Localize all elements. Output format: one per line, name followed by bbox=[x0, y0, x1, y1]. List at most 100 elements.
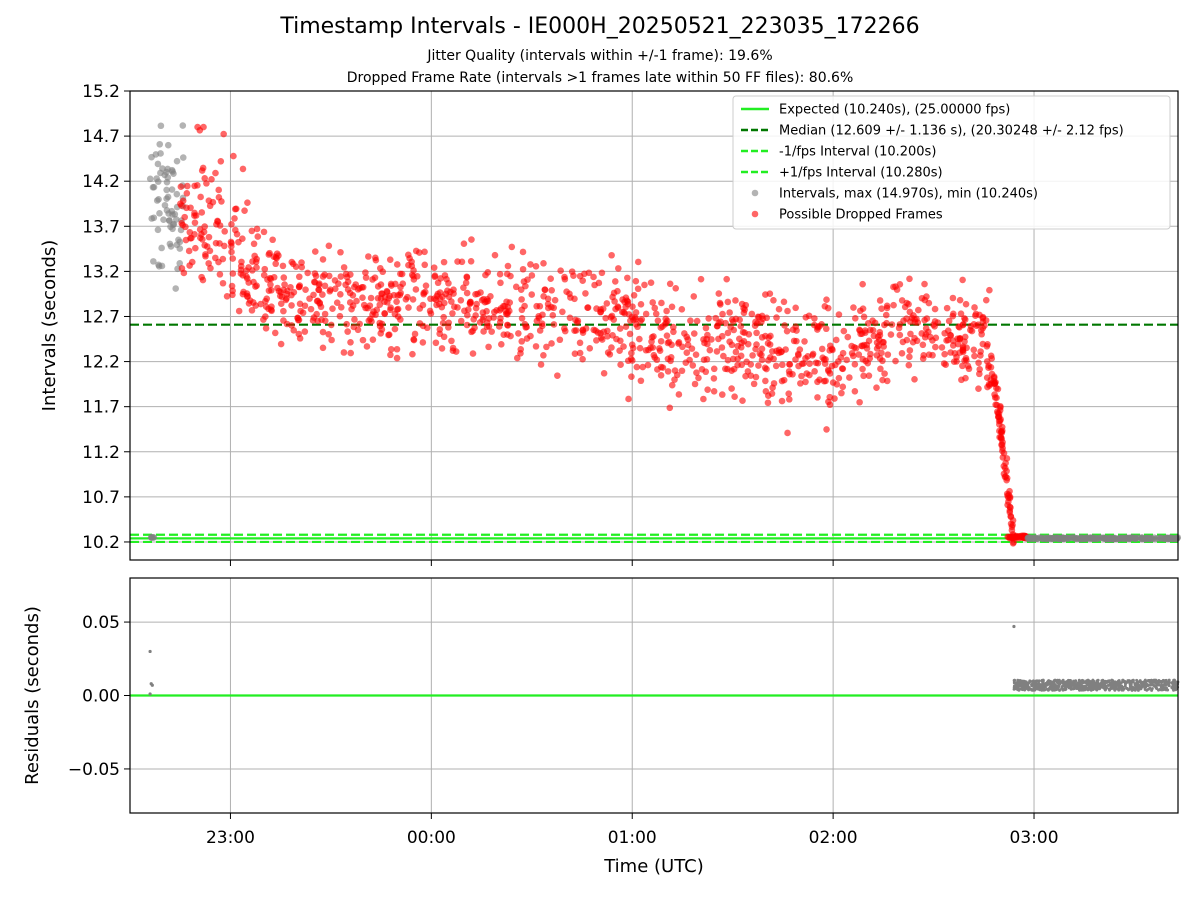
residual-point bbox=[1136, 686, 1140, 690]
dropped-frame-point bbox=[220, 130, 227, 138]
dropped-frame-point bbox=[903, 299, 911, 307]
dropped-frame-point bbox=[582, 290, 589, 297]
dropped-frame-point bbox=[557, 267, 564, 274]
dropped-frame-point bbox=[359, 336, 367, 344]
dropped-frame-point bbox=[780, 376, 788, 384]
dropped-frame-point bbox=[751, 322, 759, 329]
dropped-frame-point bbox=[240, 288, 247, 296]
interval-point bbox=[1087, 534, 1094, 542]
dropped-frame-point bbox=[274, 284, 281, 292]
residual-point bbox=[1160, 684, 1164, 688]
dropped-frame-point bbox=[301, 302, 309, 310]
dropped-frame-point bbox=[602, 314, 610, 322]
interval-point bbox=[164, 165, 171, 173]
dropped-frame-point bbox=[460, 284, 467, 291]
dropped-frame-point bbox=[654, 317, 662, 324]
legend-entry-label: Intervals, max (14.970s), min (10.240s) bbox=[779, 187, 1038, 202]
dropped-frame-point bbox=[480, 328, 487, 335]
dropped-frame-point bbox=[818, 321, 825, 328]
dropped-frame-point bbox=[468, 236, 475, 243]
dropped-frame-point bbox=[362, 269, 369, 276]
residual-point bbox=[1024, 681, 1028, 685]
dropped-frame-point bbox=[976, 366, 984, 373]
dropped-frame-point bbox=[956, 324, 963, 331]
dropped-frame-point bbox=[192, 212, 200, 219]
residual-point bbox=[1117, 687, 1121, 691]
interval-point bbox=[158, 244, 165, 252]
dropped-frame-point bbox=[409, 350, 416, 358]
dropped-frame-point bbox=[221, 228, 229, 235]
dropped-frame-point bbox=[663, 307, 670, 315]
dropped-frame-point bbox=[809, 352, 816, 359]
dropped-frame-point bbox=[878, 305, 885, 313]
dropped-frame-point bbox=[436, 289, 444, 296]
residual-point bbox=[1119, 681, 1123, 685]
dropped-frame-point bbox=[757, 318, 765, 326]
dropped-frame-point bbox=[947, 331, 954, 339]
dropped-frame-point bbox=[497, 279, 504, 287]
interval-point bbox=[1064, 534, 1072, 542]
dropped-frame-point bbox=[561, 275, 569, 283]
dropped-frame-point bbox=[344, 278, 352, 286]
dropped-frame-point bbox=[229, 287, 236, 295]
dropped-frame-point bbox=[201, 175, 209, 182]
dropped-frame-point bbox=[977, 348, 984, 355]
dropped-frame-point bbox=[811, 368, 818, 375]
dropped-frame-point bbox=[773, 347, 780, 355]
residual-point bbox=[1115, 684, 1119, 688]
dropped-frame-point bbox=[678, 306, 686, 313]
dropped-frame-point bbox=[597, 330, 604, 337]
dropped-frame-point bbox=[778, 348, 785, 356]
dropped-frame-point bbox=[651, 304, 659, 312]
dropped-frame-point bbox=[892, 283, 899, 290]
residual-point bbox=[1065, 681, 1069, 685]
dropped-frame-point bbox=[855, 351, 863, 358]
residual-point bbox=[1015, 686, 1019, 690]
dropped-frame-point bbox=[971, 352, 978, 360]
dropped-frame-point bbox=[393, 298, 400, 305]
dropped-frame-point bbox=[394, 313, 402, 320]
y-tick-label: 11.2 bbox=[82, 443, 120, 463]
dropped-frame-point bbox=[940, 360, 948, 367]
dropped-frame-point bbox=[727, 323, 734, 331]
dropped-frame-point bbox=[265, 251, 273, 258]
dropped-frame-point bbox=[811, 315, 818, 322]
dropped-frame-point bbox=[823, 296, 830, 304]
dropped-frame-point bbox=[672, 285, 680, 292]
dropped-frame-point bbox=[220, 242, 228, 250]
interval-point bbox=[156, 210, 163, 217]
residual-point bbox=[1137, 683, 1141, 687]
dropped-frame-point bbox=[528, 272, 536, 279]
interval-point bbox=[148, 534, 156, 541]
residual-point bbox=[1097, 685, 1101, 689]
dropped-frame-point bbox=[883, 302, 891, 310]
dropped-frame-point bbox=[353, 297, 360, 305]
dropped-frame-point bbox=[543, 343, 550, 351]
dropped-frame-point bbox=[233, 230, 241, 238]
dropped-frame-point bbox=[820, 356, 828, 363]
intervals-reference-lines bbox=[130, 323, 1178, 544]
interval-point bbox=[154, 226, 162, 234]
dropped-frame-point bbox=[915, 306, 922, 314]
dropped-frame-point bbox=[906, 353, 913, 361]
dropped-frame-point bbox=[753, 341, 760, 348]
dropped-frame-point bbox=[844, 333, 852, 341]
dropped-frame-point bbox=[321, 310, 329, 318]
dropped-frame-point bbox=[538, 320, 546, 327]
dropped-frame-point bbox=[513, 354, 521, 362]
dropped-frame-point bbox=[619, 296, 626, 303]
dropped-frame-point bbox=[887, 331, 895, 338]
dropped-frame-point bbox=[328, 336, 335, 344]
dropped-frame-point bbox=[731, 393, 738, 400]
dropped-frame-point bbox=[850, 304, 857, 311]
dropped-frame-point bbox=[637, 317, 644, 325]
dropped-frame-point bbox=[260, 316, 267, 323]
residual-point bbox=[1136, 680, 1140, 684]
interval-point bbox=[1070, 534, 1078, 541]
dropped-frame-point bbox=[500, 331, 508, 339]
dropped-frame-point bbox=[237, 262, 245, 270]
dropped-frame-point bbox=[959, 346, 967, 354]
dropped-frame-point bbox=[419, 339, 427, 346]
dropped-frame-point bbox=[265, 305, 272, 313]
interval-point bbox=[164, 174, 172, 181]
